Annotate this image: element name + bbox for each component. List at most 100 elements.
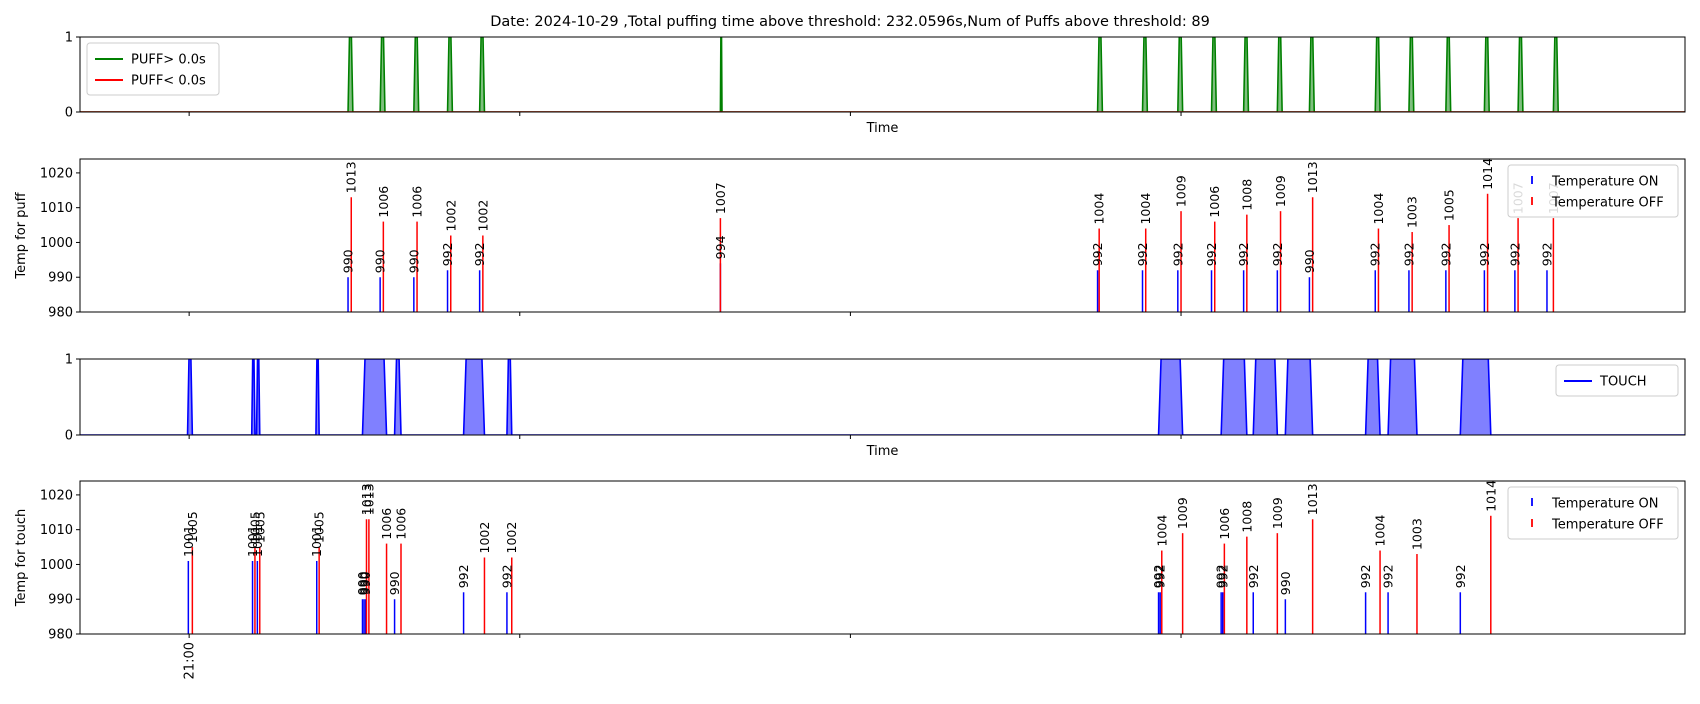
temp-puff-on-label-9: 992 <box>1204 242 1219 266</box>
touch-fill-8 <box>1158 359 1183 435</box>
touch-fill-10 <box>1253 359 1278 435</box>
legend-entry-1: Temperature OFF <box>1551 196 1664 211</box>
temp-touch-off-label-1: 1005 <box>247 511 262 543</box>
temp-touch-on-label-8: 992 <box>456 564 471 588</box>
panel-touch: 0 1 Time TOUCH <box>65 353 1686 459</box>
temp-puff-on-label-5: 994 <box>713 235 728 259</box>
temp-touch-on-label-2: 1001 <box>250 525 265 557</box>
touch-fill-4 <box>362 359 387 435</box>
temp-puff-on-label-2: 990 <box>406 249 421 273</box>
panel-temp-puff: 990 990 990 992 992 994 992 992 992 992 992 992 990 9… <box>14 158 1686 321</box>
temp-puff-on-label-8: 992 <box>1170 242 1185 266</box>
touch-fill-12 <box>1365 359 1381 435</box>
temp-touch-on-label-16: 992 <box>1358 564 1373 588</box>
temp-touch-off-label-18: 1014 <box>1483 480 1498 512</box>
y-tick-label: 1020 <box>40 488 73 503</box>
temp-puff-off-label-13: 1004 <box>1371 193 1386 225</box>
temp-puff-on-label-4: 992 <box>472 242 487 266</box>
plot-area <box>80 37 1685 112</box>
touch-fill-14 <box>1460 359 1491 435</box>
axes-frame <box>79 358 1686 436</box>
touch-fill-11 <box>1285 359 1313 435</box>
temp-puff-off-label-3: 1002 <box>443 200 458 232</box>
legend-entry-0: TOUCH <box>1599 375 1647 390</box>
temp-puff-on-label-18: 992 <box>1539 242 1554 266</box>
temp-touch-on-label-14: 992 <box>1246 564 1261 588</box>
y-tick-label: 1 <box>65 31 73 46</box>
temp-touch-off-label-7: 1006 <box>394 508 409 540</box>
temp-puff-on-label-10: 992 <box>1236 242 1251 266</box>
chart-title: Date: 2024-10-29 ,Total puffing time abo… <box>490 14 1210 30</box>
temp-touch-off-label-13: 1008 <box>1239 501 1254 533</box>
axes-frame <box>79 36 1686 113</box>
temp-touch-off-label-9: 1002 <box>504 522 519 554</box>
temp-touch-on-label-18: 992 <box>1453 564 1468 588</box>
y-tick-label: 1000 <box>40 236 73 251</box>
y-tick-label: 0 <box>65 106 73 121</box>
legend-box <box>1555 364 1679 397</box>
y-tick-label: 980 <box>48 306 73 321</box>
legend: PUFF> 0.0s PUFF< 0.0s <box>86 42 220 96</box>
y-tick-label: 1020 <box>40 166 73 181</box>
temp-touch-off-label-6: 1006 <box>379 508 394 540</box>
temp-puff-on-label-16: 992 <box>1477 242 1492 266</box>
temp-puff-off-label-14: 1003 <box>1405 196 1420 228</box>
temp-touch-off-label-10: 1004 <box>1154 515 1169 547</box>
temp-puff-on-label-14: 992 <box>1401 242 1416 266</box>
temp-puff-off-label-0: 1013 <box>344 161 359 193</box>
temp-touch-on-label-3: 1001 <box>309 525 324 557</box>
legend-entry-0: Temperature ON <box>1551 497 1658 512</box>
y-tick-label: 990 <box>48 593 73 608</box>
x-axis-label: Time <box>866 444 899 459</box>
temp-puff-on-label-0: 990 <box>341 249 356 273</box>
panel-puff: 0 1 Time PUFF> 0.0s PUFF< 0.0s <box>65 31 1686 136</box>
legend: TOUCH <box>1555 364 1679 397</box>
temp-touch-on-label-7: 990 <box>387 571 402 595</box>
temp-touch-off-label-16: 1004 <box>1373 515 1388 547</box>
temp-puff-on-label-12: 990 <box>1302 249 1317 273</box>
temp-puff-off-label-4: 1002 <box>475 200 490 232</box>
legend-entry-1: PUFF< 0.0s <box>131 74 206 89</box>
temp-touch-on-label-9: 992 <box>499 564 514 588</box>
temp-puff-off-label-10: 1008 <box>1239 179 1254 211</box>
temp-puff-off-label-12: 1013 <box>1305 161 1320 193</box>
temp-puff-on-label-1: 990 <box>373 249 388 273</box>
legend: Temperature ON Temperature OFF <box>1507 164 1679 218</box>
temp-puff-off-label-6: 1004 <box>1092 193 1107 225</box>
puff-line <box>80 37 1685 112</box>
y-tick-label: 1010 <box>40 523 73 538</box>
y-tick-label: 1000 <box>40 558 73 573</box>
plot-area <box>187 515 1492 634</box>
temp-touch-on-label-11: 992 <box>1153 564 1168 588</box>
temp-touch-on-label-17: 992 <box>1381 564 1396 588</box>
temp-touch-on-label-6: 990 <box>358 571 373 595</box>
axes-frame <box>79 480 1686 635</box>
legend-box <box>1507 486 1679 540</box>
axes-frame <box>79 158 1686 313</box>
temp-touch-off-label-12: 1006 <box>1217 508 1232 540</box>
touch-fill-13 <box>1388 359 1417 435</box>
temp-puff-off-label-15: 1005 <box>1442 189 1457 221</box>
temp-puff-on-label-15: 992 <box>1438 242 1453 266</box>
y-tick-label: 0 <box>65 429 73 444</box>
temp-touch-on-label-4: 990 <box>355 571 370 595</box>
temp-puff-off-label-11: 1009 <box>1273 175 1288 207</box>
temp-touch-off-label-2: 1005 <box>252 511 267 543</box>
y-axis-label: Temp for touch <box>14 509 29 607</box>
legend-entry-1: Temperature OFF <box>1551 518 1664 533</box>
temp-touch-off-label-5: 1013 <box>361 483 376 515</box>
plot-area <box>347 193 1555 312</box>
y-tick-label: 980 <box>48 628 73 643</box>
temp-touch-on-label-1: 1001 <box>245 525 260 557</box>
x-axis-label: Time <box>866 121 899 136</box>
temp-touch-on-label-0: 1001 <box>181 525 196 557</box>
temp-puff-on-label-7: 992 <box>1135 242 1150 266</box>
temp-puff-on-label-3: 992 <box>440 242 455 266</box>
temp-touch-on-label-5: 990 <box>357 571 372 595</box>
y-axis-label: Temp for puff <box>14 191 29 279</box>
temp-touch-on-label-15: 990 <box>1278 571 1293 595</box>
x-tick-label: 21:00 <box>183 642 198 679</box>
temp-touch-on-label-10: 992 <box>1151 564 1166 588</box>
touch-line <box>80 359 1685 435</box>
